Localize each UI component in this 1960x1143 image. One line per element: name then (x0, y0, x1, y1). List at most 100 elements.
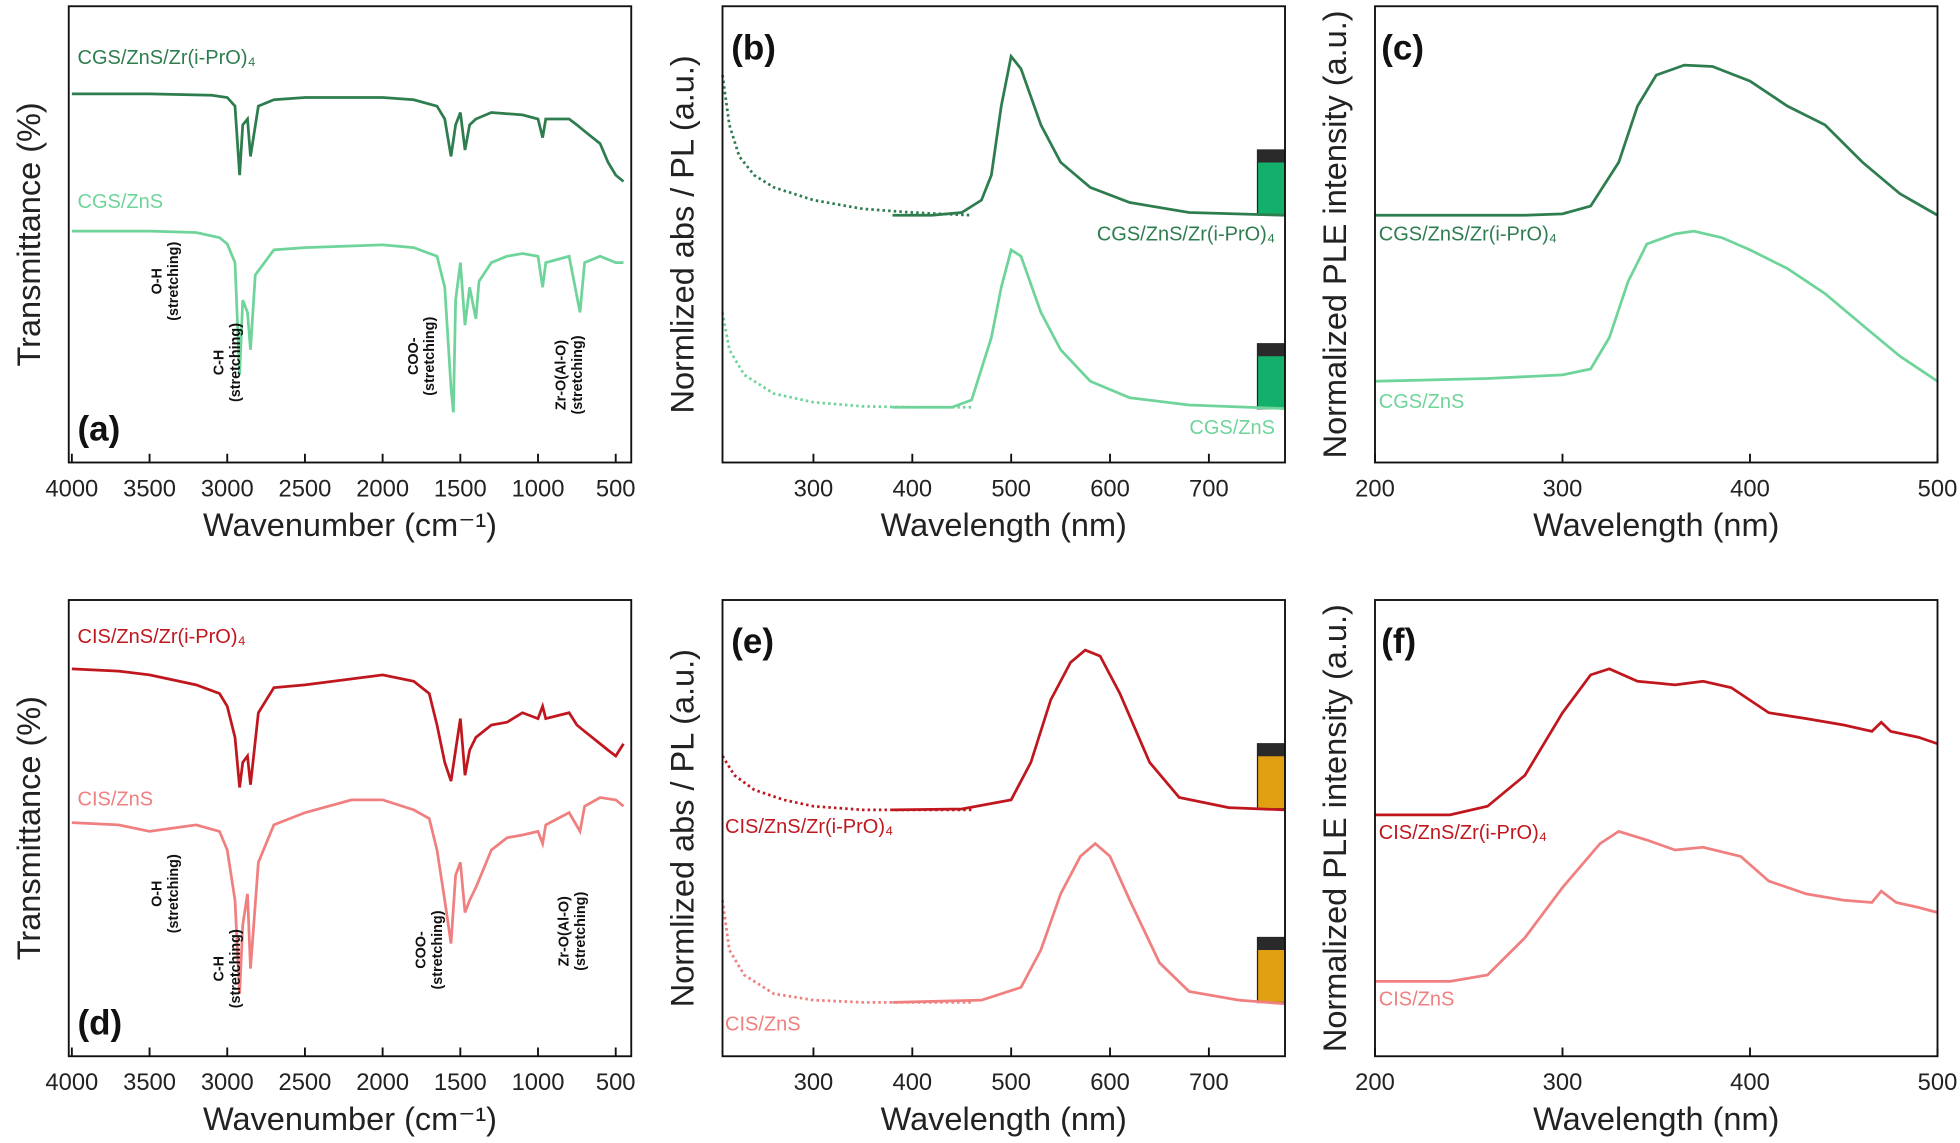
y-axis-label: Transmittance (%) (11, 696, 47, 960)
x-tick-label: 4000 (45, 475, 98, 502)
x-tick-label: 700 (1189, 1069, 1229, 1096)
data-line (1374, 829, 1938, 983)
data-line (892, 841, 1286, 1006)
x-tick-label: 2000 (356, 475, 409, 502)
annotation-line: C-H (212, 350, 228, 376)
annotation-line: (stretching) (430, 910, 446, 989)
x-tick-label: 400 (892, 475, 932, 502)
series-label: CGS/ZnS (1189, 417, 1275, 439)
x-tick-label: 3000 (201, 475, 254, 502)
data-line (71, 667, 625, 788)
data-line (721, 74, 972, 217)
panel-label: (a) (78, 410, 121, 449)
annotation-line: (stretching) (573, 892, 589, 971)
annotation-line: (stretching) (570, 335, 586, 414)
x-axis-label: Wavelength (nm) (881, 507, 1127, 543)
series-label: CGS/ZnS (78, 191, 164, 213)
annotation: Zr-O(Al-O)(stretching) (556, 892, 588, 971)
annotation-line: C-H (212, 956, 228, 982)
vial-cap (1257, 937, 1285, 950)
data-line (71, 796, 625, 994)
plot-frame (721, 599, 1286, 1058)
x-axis-label: Wavelength (nm) (1533, 1101, 1779, 1137)
x-tick-label: 500 (1918, 1069, 1958, 1096)
panel-label: (c) (1381, 28, 1424, 67)
x-tick-label: 1000 (512, 1069, 565, 1096)
y-axis-label: Normalized PLE intensity (a.u.) (1317, 604, 1353, 1052)
series-label: CIS/ZnS (78, 788, 154, 810)
x-tick-label: 300 (794, 475, 834, 502)
panel-label: (b) (731, 28, 776, 67)
data-line (721, 312, 972, 409)
y-axis-label: Transmittance (%) (11, 102, 47, 366)
x-tick-label: 300 (1543, 1069, 1583, 1096)
x-tick-label: 2500 (279, 1069, 332, 1096)
annotation: C-H(stretching) (212, 323, 244, 402)
x-tick-label: 200 (1355, 475, 1395, 502)
series-label: CIS/ZnS/Zr(i-PrO)₄ (725, 816, 893, 838)
x-tick-label: 4000 (45, 1069, 98, 1096)
series-label: CIS/ZnS (725, 1013, 801, 1035)
x-tick-label: 700 (1189, 475, 1229, 502)
x-axis-label: Wavenumber (cm⁻¹) (203, 507, 497, 543)
series-label: CGS/ZnS/Zr(i-PrO)₄ (1379, 223, 1557, 245)
annotation-line: O-H (149, 268, 165, 294)
annotation-line: Zr-O(Al-O) (556, 896, 572, 966)
annotation-line: (stretching) (228, 929, 244, 1008)
panel-label: (f) (1381, 622, 1416, 661)
x-tick-label: 600 (1090, 1069, 1130, 1096)
data-line (1374, 229, 1939, 383)
series-label: CGS/ZnS/Zr(i-PrO)₄ (78, 47, 256, 69)
x-tick-label: 500 (991, 1069, 1031, 1096)
panel-label: (d) (78, 1003, 123, 1042)
series-label: CIS/ZnS (1379, 988, 1455, 1010)
x-axis-label: Wavenumber (cm⁻¹) (203, 1101, 497, 1137)
x-tick-label: 3500 (123, 1069, 176, 1096)
data-line (1374, 63, 1939, 217)
series-label: CIS/ZnS/Zr(i-PrO)₄ (1379, 822, 1547, 844)
data-line (892, 247, 1286, 410)
series-label: CIS/ZnS/Zr(i-PrO)₄ (78, 626, 246, 648)
series-label: CGS/ZnS/Zr(i-PrO)₄ (1097, 223, 1275, 245)
x-tick-label: 3500 (123, 475, 176, 502)
x-axis-label: Wavelength (nm) (881, 1101, 1127, 1137)
series-label: CGS/ZnS (1379, 391, 1465, 413)
x-tick-label: 2500 (279, 475, 332, 502)
vial-cap (1257, 743, 1285, 757)
panel-label: (e) (731, 622, 774, 661)
annotation-line: (stretching) (166, 854, 182, 933)
x-tick-label: 1500 (434, 1069, 487, 1096)
y-axis-label: Normlized abs / PL (a.u.) (665, 649, 701, 1007)
plot-frame (1374, 599, 1939, 1058)
x-tick-label: 500 (991, 475, 1031, 502)
data-line (892, 53, 1286, 217)
annotation-line: Zr-O(Al-O) (553, 340, 569, 410)
annotation: O-H(stretching) (149, 854, 181, 933)
annotation: COO-(stretching) (414, 910, 446, 989)
annotation: O-H(stretching) (149, 242, 181, 321)
x-axis-label: Wavelength (nm) (1533, 507, 1779, 543)
x-tick-label: 200 (1355, 1069, 1395, 1096)
data-line (71, 92, 625, 183)
data-line (721, 900, 972, 1004)
y-axis-label: Normlized abs / PL (a.u.) (665, 55, 701, 413)
annotation: Zr-O(Al-O)(stretching) (553, 335, 585, 414)
annotation-line: COO- (406, 337, 422, 375)
x-tick-label: 500 (1918, 475, 1958, 502)
annotation-line: (stretching) (422, 317, 438, 396)
vial-cap (1257, 150, 1285, 163)
annotation: COO-(stretching) (406, 317, 438, 396)
annotation: C-H(stretching) (212, 929, 244, 1008)
x-tick-label: 3000 (201, 1069, 254, 1096)
plot-frame (1374, 5, 1939, 464)
x-tick-label: 600 (1090, 475, 1130, 502)
data-line (71, 229, 624, 413)
x-tick-label: 300 (794, 1069, 834, 1096)
annotation-line: (stretching) (166, 242, 182, 321)
x-tick-label: 500 (596, 475, 636, 502)
x-tick-label: 1000 (512, 475, 565, 502)
x-tick-label: 300 (1543, 475, 1583, 502)
annotation-line: O-H (149, 881, 165, 907)
plot-frame (67, 599, 633, 1058)
